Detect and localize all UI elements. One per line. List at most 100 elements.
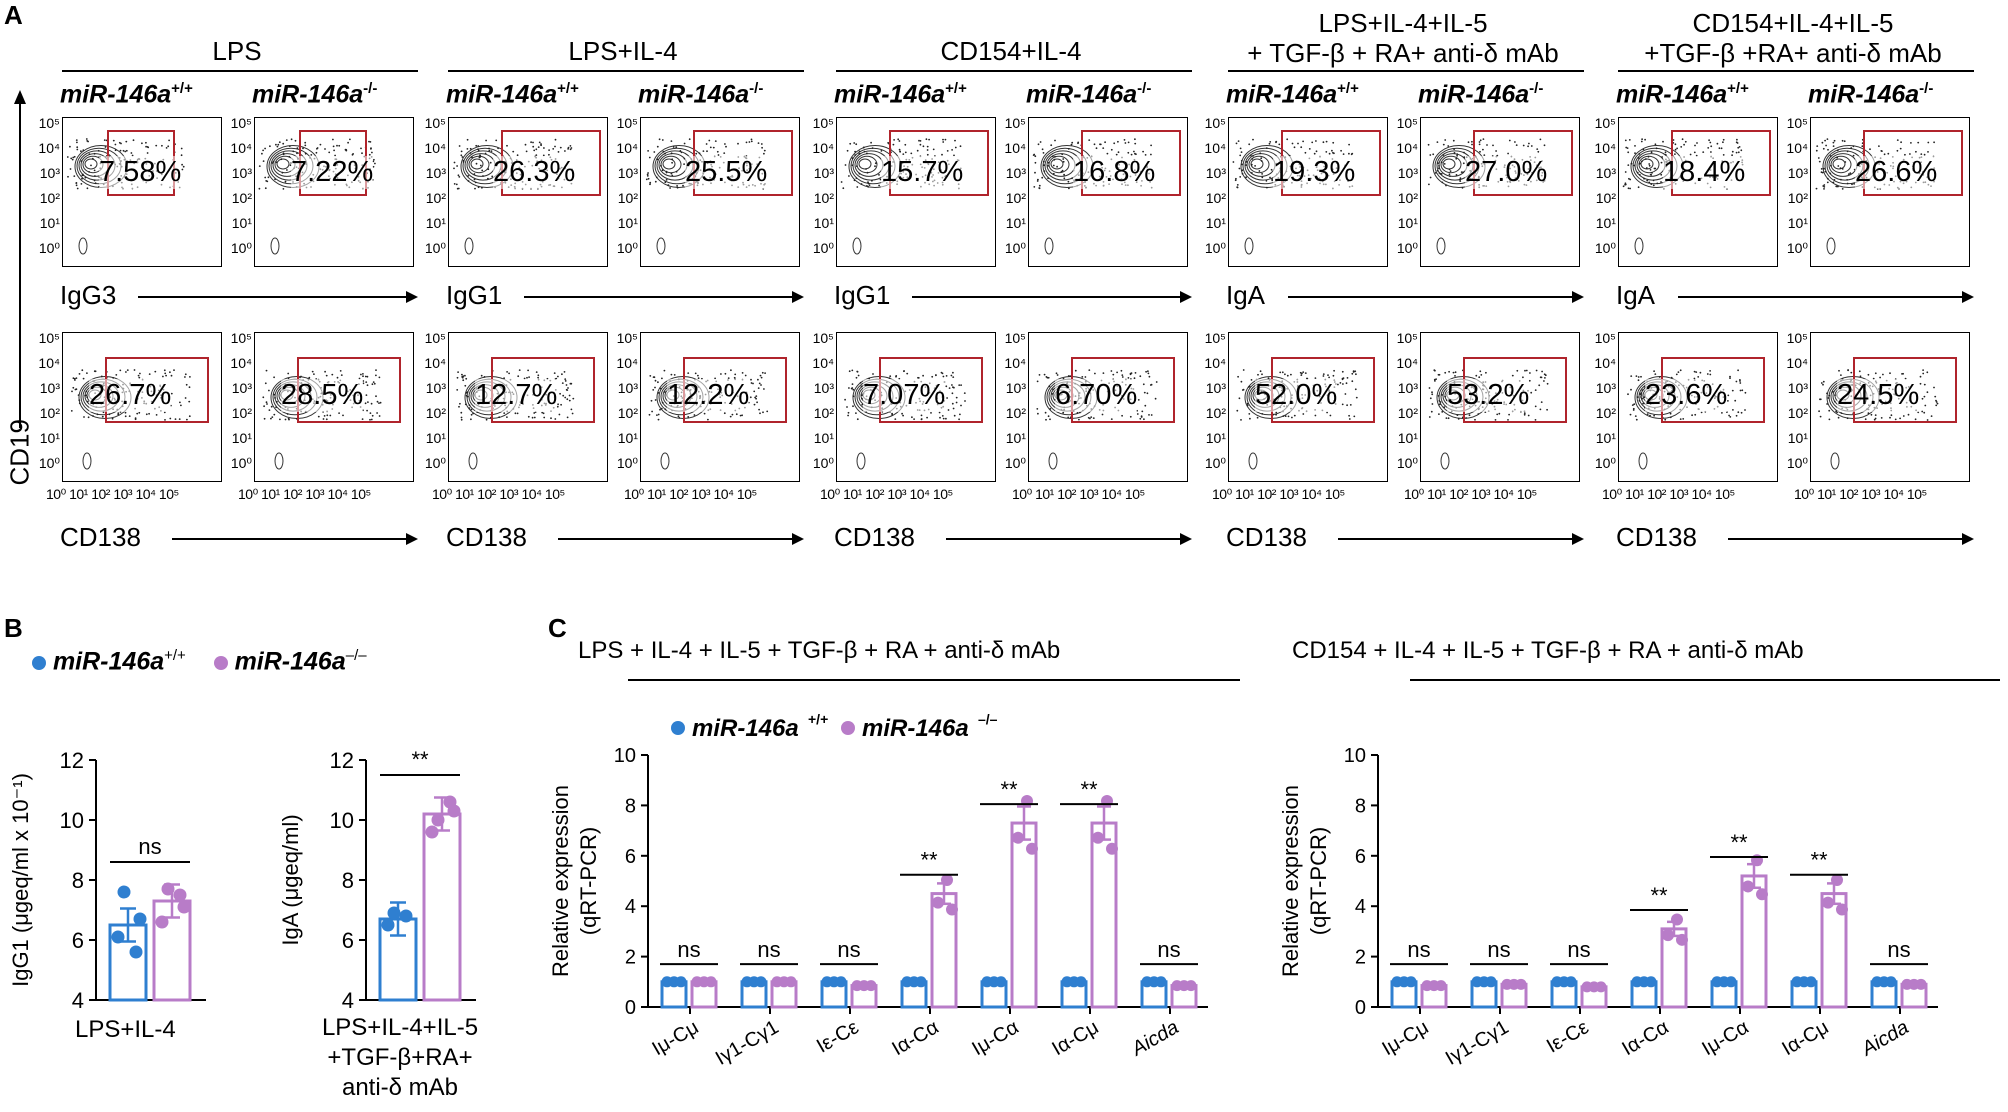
y-tick: 10³ xyxy=(1595,380,1616,396)
iga-xlabel-line3: anti-δ mAb xyxy=(341,1074,459,1101)
event-dot xyxy=(946,150,949,152)
event-dot xyxy=(1846,182,1849,185)
y-tick: 10⁴ xyxy=(1004,355,1026,371)
event-dot xyxy=(1260,157,1263,160)
contour-ring xyxy=(660,155,682,174)
event-dot xyxy=(117,413,120,416)
event-dot xyxy=(566,416,569,419)
event-dot xyxy=(1843,140,1846,143)
event-dot xyxy=(1534,419,1537,421)
event-dot xyxy=(570,408,573,411)
event-dot xyxy=(1444,371,1447,374)
x-tick-label: Aicda xyxy=(1127,1016,1182,1061)
event-dot xyxy=(1682,418,1685,420)
event-dot xyxy=(376,400,379,403)
event-dot xyxy=(1919,375,1922,378)
y-tick: 10⁵ xyxy=(38,115,60,131)
y-tick: 10¹ xyxy=(1787,430,1808,446)
event-dot xyxy=(661,139,664,141)
y-tick-label: 8 xyxy=(342,868,354,893)
event-dot xyxy=(268,409,271,411)
event-dot xyxy=(543,147,545,149)
event-dot xyxy=(1527,414,1530,417)
event-dot xyxy=(856,186,859,188)
event-dot xyxy=(285,139,288,141)
event-dot xyxy=(1736,138,1738,141)
event-dot xyxy=(1627,151,1630,154)
event-dot xyxy=(1246,404,1249,407)
event-dot xyxy=(1934,395,1937,398)
event-dot xyxy=(1434,380,1436,382)
event-dot xyxy=(1651,172,1653,174)
event-dot xyxy=(891,413,894,416)
data-point xyxy=(1106,842,1118,855)
event-dot xyxy=(1150,383,1153,386)
event-dot xyxy=(88,171,90,173)
event-dot xyxy=(1036,408,1039,410)
event-dot xyxy=(485,418,488,421)
event-dot xyxy=(1081,376,1084,378)
event-dot xyxy=(146,152,149,154)
event-dot xyxy=(1817,157,1820,159)
y-tick: 10⁵ xyxy=(812,330,834,346)
event-dot xyxy=(533,149,536,152)
event-dot xyxy=(1624,171,1627,173)
genotype-sup: +/+ xyxy=(945,80,967,97)
event-dot xyxy=(1052,388,1054,391)
event-dot xyxy=(1650,183,1653,185)
event-dot xyxy=(656,145,659,148)
event-dot xyxy=(1465,417,1467,419)
event-dot xyxy=(1653,414,1655,417)
genotype-ko-label: miR-146a-/- xyxy=(252,80,377,109)
event-dot xyxy=(1645,158,1647,160)
event-dot xyxy=(375,374,377,377)
event-dot xyxy=(1429,176,1432,179)
event-dot xyxy=(917,376,919,379)
y-tick: 10¹ xyxy=(1205,215,1226,231)
event-dot xyxy=(844,164,847,166)
data-point xyxy=(705,976,717,988)
panel-c-label: C xyxy=(548,613,567,643)
event-dot xyxy=(184,397,187,399)
event-dot xyxy=(506,416,508,418)
y-tick: 10³ xyxy=(1397,380,1418,396)
event-dot xyxy=(470,418,472,421)
event-dot xyxy=(954,146,957,149)
y-tick: 10⁴ xyxy=(1396,355,1418,371)
event-dot xyxy=(1867,373,1870,376)
event-dot xyxy=(680,151,683,154)
event-dot xyxy=(852,395,855,398)
event-dot xyxy=(646,175,649,177)
event-dot xyxy=(1440,161,1443,164)
x-tick-labels: 10⁰ 10¹ 10² 10³ 10⁴ 10⁵ xyxy=(820,486,953,502)
event-dot xyxy=(482,175,484,177)
chart-c1-title: LPS + IL-4 + IL-5 + TGF-β + RA + anti-δ … xyxy=(578,637,1061,664)
event-dot xyxy=(652,389,655,391)
event-dot xyxy=(763,149,766,152)
data-point xyxy=(111,930,125,944)
event-dot xyxy=(71,158,74,161)
event-dot xyxy=(714,140,717,142)
event-dot xyxy=(1933,141,1935,144)
event-dot xyxy=(1121,414,1123,417)
event-dot xyxy=(1346,404,1348,407)
y-tick: 10⁵ xyxy=(1786,115,1808,131)
event-dot xyxy=(564,396,567,399)
event-dot xyxy=(131,154,134,157)
y-tick: 10² xyxy=(617,190,638,206)
event-dot xyxy=(136,412,139,415)
event-dot xyxy=(1067,416,1070,419)
event-dot xyxy=(1737,146,1740,149)
event-dot xyxy=(759,374,762,377)
event-dot xyxy=(516,412,519,415)
event-dot xyxy=(484,152,487,155)
event-dot xyxy=(705,143,708,145)
event-dot xyxy=(756,401,758,404)
event-dot xyxy=(648,413,651,416)
event-dot xyxy=(1351,152,1354,155)
event-dot xyxy=(1430,410,1433,413)
event-dot xyxy=(186,418,188,421)
event-dot xyxy=(1522,376,1524,379)
y-tick-labels: 10⁵ 10⁴ 10³ 10² 10¹ 10⁰ xyxy=(1774,115,1808,265)
event-dot xyxy=(1660,173,1663,176)
